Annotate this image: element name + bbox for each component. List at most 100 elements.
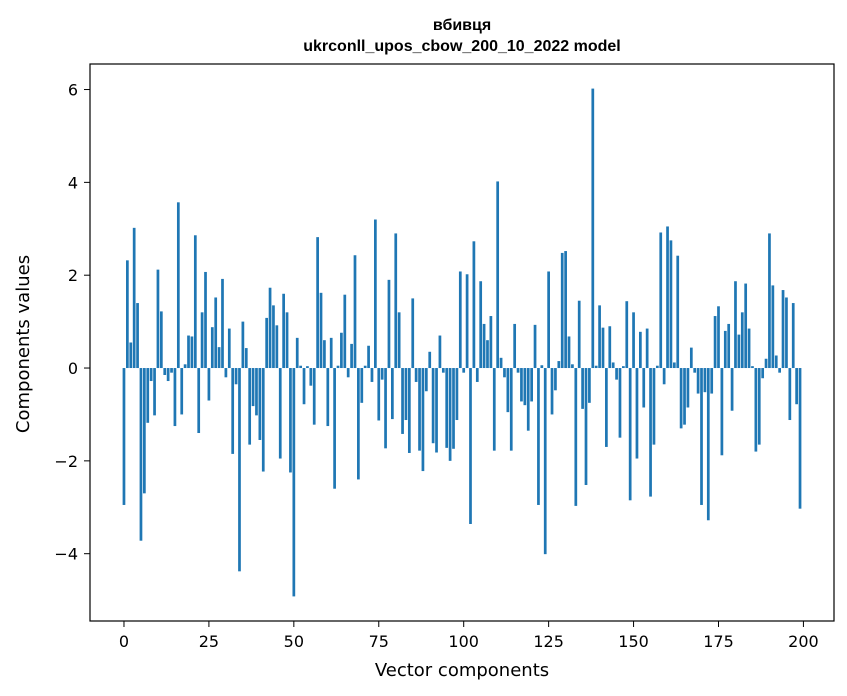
bar xyxy=(163,368,167,375)
bar xyxy=(149,368,153,382)
bar xyxy=(187,335,190,369)
bar xyxy=(581,368,584,409)
bar xyxy=(380,368,384,380)
bar xyxy=(472,241,476,369)
bar xyxy=(703,368,707,393)
bar xyxy=(227,328,231,369)
bar xyxy=(560,252,564,369)
bar xyxy=(537,368,540,505)
bar xyxy=(571,364,574,369)
bar xyxy=(734,281,737,369)
bar xyxy=(605,368,608,447)
bar xyxy=(513,323,517,369)
bar xyxy=(309,368,313,386)
bar xyxy=(608,326,612,369)
bar xyxy=(238,368,241,572)
bar xyxy=(696,368,700,394)
x-tick-label: 150 xyxy=(618,632,649,651)
bar xyxy=(723,330,727,369)
bar xyxy=(404,368,408,421)
bar xyxy=(146,368,150,423)
bar xyxy=(231,368,235,454)
bar xyxy=(421,368,425,472)
bar xyxy=(686,368,690,408)
bar xyxy=(143,368,146,494)
bar xyxy=(788,368,792,421)
bar xyxy=(628,368,632,501)
bar xyxy=(506,368,510,413)
chart-subtitle: ukrconll_upos_cbow_200_10_2022 model xyxy=(303,38,620,55)
bar xyxy=(438,335,442,369)
bar xyxy=(740,312,744,369)
bar xyxy=(492,368,496,451)
bar xyxy=(635,368,639,459)
bar xyxy=(523,368,527,406)
bar xyxy=(693,368,697,373)
bar xyxy=(285,312,289,369)
x-tick-label: 25 xyxy=(199,632,219,651)
bar xyxy=(323,340,326,369)
bar xyxy=(204,271,207,369)
x-axis-label: Vector components xyxy=(375,660,549,681)
bar xyxy=(275,325,279,369)
bar xyxy=(649,368,652,497)
bar xyxy=(462,368,466,373)
bar xyxy=(319,292,323,369)
bar xyxy=(221,278,224,369)
bar xyxy=(761,368,765,379)
bar xyxy=(139,368,143,541)
bar xyxy=(584,368,588,485)
bar xyxy=(343,294,347,369)
x-tick-label: 0 xyxy=(119,632,129,651)
bar xyxy=(173,368,177,427)
bar xyxy=(272,305,275,369)
y-tick-label: −2 xyxy=(54,452,78,471)
bar xyxy=(329,337,333,369)
bar xyxy=(258,368,262,440)
bar xyxy=(122,368,126,505)
bar xyxy=(557,361,561,369)
bar xyxy=(292,368,296,597)
bar xyxy=(183,364,187,369)
bar xyxy=(574,368,578,506)
bar xyxy=(785,297,788,369)
bar xyxy=(326,368,330,427)
bar xyxy=(302,368,306,405)
bar xyxy=(713,316,717,369)
bar xyxy=(210,327,214,369)
bar xyxy=(363,365,367,369)
bar xyxy=(387,279,391,369)
bar xyxy=(700,368,703,505)
bar xyxy=(268,287,272,369)
bar xyxy=(754,368,758,452)
bar xyxy=(737,334,741,369)
bar xyxy=(455,368,459,421)
bar xyxy=(618,368,622,438)
bar xyxy=(662,368,666,385)
bar xyxy=(441,368,445,373)
bar xyxy=(791,303,795,369)
bar xyxy=(486,340,489,369)
x-axis-ticks: 0 25 50 75 100 125 150 175 200 xyxy=(119,621,819,651)
bar xyxy=(384,368,387,449)
bar xyxy=(706,368,710,521)
bar xyxy=(156,269,160,369)
bar xyxy=(411,298,415,369)
bar xyxy=(516,368,520,373)
bar xyxy=(244,348,248,369)
bar xyxy=(489,316,493,369)
bar xyxy=(193,235,197,369)
bar xyxy=(669,240,673,369)
bar xyxy=(452,368,455,449)
bar xyxy=(394,233,398,369)
bar xyxy=(598,305,601,369)
bar xyxy=(720,368,724,456)
bar xyxy=(153,368,156,416)
bar xyxy=(479,281,483,369)
bar xyxy=(346,368,350,378)
bar xyxy=(350,343,353,369)
bar xyxy=(540,365,544,369)
bar xyxy=(764,358,768,369)
